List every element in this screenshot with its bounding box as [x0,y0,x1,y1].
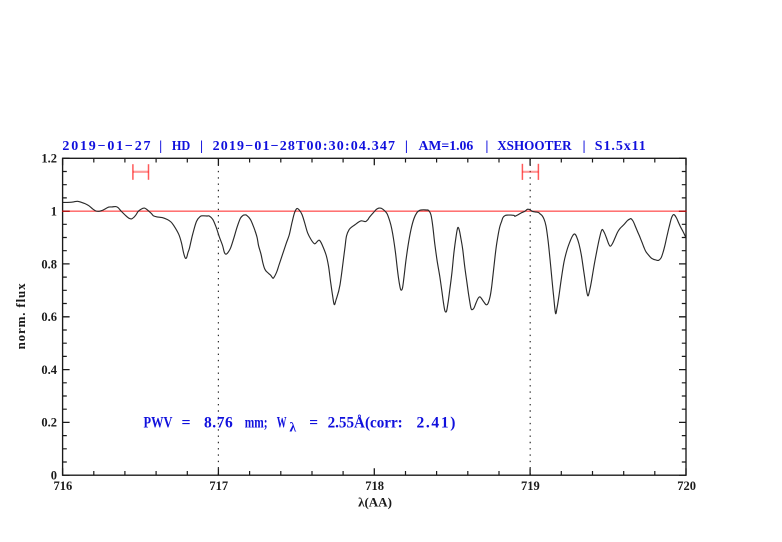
svg-text:719: 719 [521,479,540,493]
svg-text:8.76: 8.76 [204,415,233,432]
svg-text:0.4: 0.4 [41,363,57,377]
svg-text:2019−01−28T00:30:04.347: 2019−01−28T00:30:04.347 [213,139,395,154]
svg-text:0.8: 0.8 [41,257,57,271]
svg-text:λ(AA): λ(AA) [358,495,392,510]
svg-text:0: 0 [51,469,57,483]
svg-text:|: | [159,139,162,154]
svg-text:0.6: 0.6 [41,310,57,324]
svg-text:716: 716 [54,479,73,493]
svg-text:=: = [309,415,318,432]
svg-text:718: 718 [365,479,384,493]
svg-text:|: | [485,139,488,154]
svg-text:XSHOOTER: XSHOOTER [497,139,572,154]
svg-text:717: 717 [209,479,228,493]
svg-text:S1.5x11: S1.5x11 [595,139,646,154]
svg-text:norm. flux: norm. flux [13,283,28,350]
svg-text:2.55Å(corr:: 2.55Å(corr: [328,415,403,432]
svg-text:W: W [277,415,287,432]
svg-text:720: 720 [677,479,696,493]
svg-text:1.2: 1.2 [41,152,57,166]
svg-text:|: | [405,139,408,154]
svg-text:0.2: 0.2 [41,416,57,430]
svg-text:2.41): 2.41) [417,415,456,432]
svg-text:λ: λ [290,420,297,435]
svg-text:mm;: mm; [245,415,268,432]
svg-text:AM=1.06: AM=1.06 [419,139,474,154]
svg-text:|: | [200,139,203,154]
svg-text:=: = [182,415,191,432]
svg-text:|: | [582,139,585,154]
svg-text:2019−01−27: 2019−01−27 [62,139,150,154]
svg-text:PWV: PWV [144,415,174,432]
svg-text:HD: HD [172,139,190,154]
svg-text:1: 1 [51,205,57,219]
